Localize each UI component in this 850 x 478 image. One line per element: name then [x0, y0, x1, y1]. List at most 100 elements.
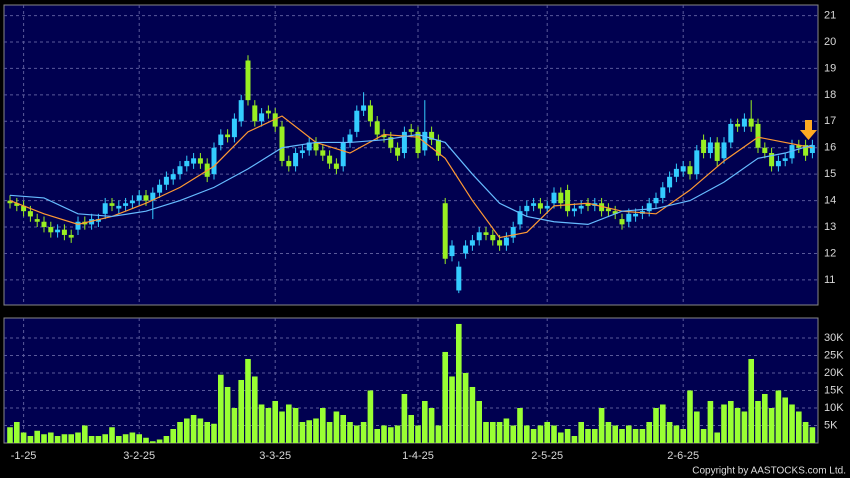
- candle-body: [48, 227, 54, 233]
- volume-bar: [136, 434, 142, 443]
- candle-body: [626, 213, 632, 222]
- volume-bar: [809, 427, 816, 443]
- candle-body: [537, 203, 543, 209]
- candle-body: [7, 200, 13, 204]
- candle-body: [320, 150, 326, 156]
- volume-bar: [707, 400, 714, 443]
- volume-bar: [483, 421, 489, 443]
- candle-body: [796, 145, 802, 148]
- volume-bar: [292, 407, 299, 443]
- volume-bar: [496, 421, 503, 443]
- copyright: Copyright by AASTOCKS.com Ltd.: [692, 466, 846, 477]
- volume-bar: [503, 418, 510, 443]
- candle-body: [565, 190, 571, 212]
- volume-bar: [299, 421, 306, 443]
- volume-bar: [564, 428, 571, 443]
- volume-bar: [782, 397, 788, 443]
- volume-bar: [694, 411, 700, 443]
- candle-body: [170, 174, 176, 180]
- candle-body: [660, 187, 666, 198]
- candle-body: [667, 176, 673, 188]
- x-tick-label: 3-3-25: [259, 450, 291, 462]
- candle-body: [803, 145, 809, 156]
- volume-bar: [394, 425, 401, 443]
- candle-body: [619, 219, 625, 225]
- volume-bar: [734, 407, 741, 443]
- volume-bar: [619, 428, 625, 443]
- marker-arrow: [800, 120, 817, 140]
- candle-body: [408, 129, 414, 132]
- plot-layer: 11 12 13 14 15 16 17 18 19 20 21 5K 10K 15K 20K 25K 30K -…: [4, 5, 844, 462]
- candle-body: [775, 160, 781, 167]
- volume-bar: [34, 430, 40, 443]
- volume-bar: [401, 393, 408, 443]
- volume-bar: [462, 372, 469, 443]
- volume-bar: [7, 427, 13, 443]
- candle-body: [279, 126, 285, 161]
- candle-body: [21, 205, 27, 212]
- candle-body: [748, 118, 754, 127]
- candle-body: [102, 203, 108, 214]
- volume-bar: [374, 428, 380, 443]
- volume-bar: [673, 425, 680, 443]
- volume-bar: [449, 376, 455, 443]
- y-tick-label: 20: [824, 36, 836, 48]
- candle-body: [728, 123, 734, 143]
- volume-bar: [231, 407, 238, 443]
- volume-bar: [14, 421, 20, 443]
- candle-body: [578, 205, 584, 209]
- candle-body: [714, 142, 720, 161]
- volume-bar: [367, 390, 374, 443]
- volume-bar: [728, 400, 734, 443]
- volume-bar: [197, 418, 204, 443]
- volume-bar: [224, 386, 231, 443]
- volume-tick-label: 25K: [824, 349, 844, 361]
- candle-body: [769, 153, 775, 167]
- volume-bar: [238, 379, 244, 443]
- volume-bar: [435, 425, 442, 443]
- candle-body: [558, 192, 564, 204]
- volume-bar: [306, 420, 312, 443]
- candle-body: [741, 118, 747, 127]
- volume-bar: [27, 435, 34, 443]
- candle-body: [415, 131, 421, 154]
- volume-bar: [54, 435, 61, 443]
- volume-bar: [680, 428, 686, 443]
- x-tick-label: 3-2-25: [123, 450, 155, 462]
- volume-bar: [272, 400, 278, 443]
- volume-bar: [333, 411, 340, 443]
- candle-body: [429, 131, 435, 140]
- volume-bar: [102, 434, 108, 443]
- x-tick-label: 2-5-25: [531, 450, 563, 462]
- volume-bar: [517, 407, 523, 443]
- candle-body: [136, 195, 142, 201]
- candle-body: [27, 211, 33, 217]
- volume-bar: [789, 404, 795, 443]
- candle-body: [265, 110, 271, 114]
- candle-body: [551, 192, 557, 204]
- volume-bar: [265, 407, 272, 443]
- candle-body: [701, 139, 707, 154]
- candle-body: [755, 123, 761, 148]
- volume-tick-label: 30K: [824, 332, 844, 344]
- candle-body: [286, 160, 292, 167]
- candle-body: [735, 123, 741, 127]
- candle-body: [646, 203, 652, 212]
- volume-bar: [721, 404, 727, 443]
- candle-body: [143, 195, 149, 201]
- volume-bar: [524, 425, 530, 443]
- volume-bar: [530, 428, 537, 443]
- moving-average-line: [9, 133, 813, 225]
- candle-body: [633, 213, 639, 217]
- candle-body: [231, 118, 237, 138]
- candle-body: [313, 142, 319, 151]
- candle-body: [476, 232, 482, 241]
- candle-body: [245, 60, 251, 101]
- volume-bar: [347, 421, 353, 443]
- volume-bar: [340, 414, 346, 443]
- candle-body: [449, 245, 455, 257]
- candle-body: [435, 139, 441, 156]
- x-tick-label: 2-6-25: [667, 450, 699, 462]
- volume-tick-label: 5K: [824, 419, 838, 431]
- y-tick-label: 16: [824, 142, 836, 154]
